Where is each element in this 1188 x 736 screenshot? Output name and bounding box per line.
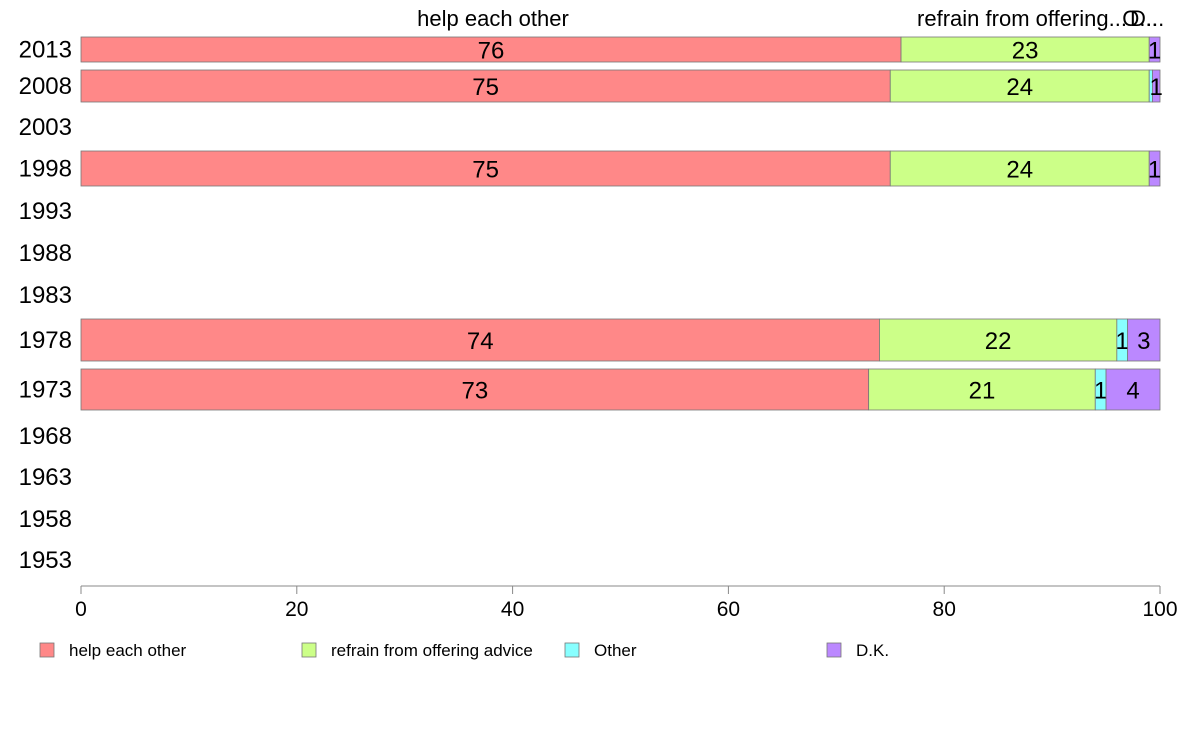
top-label-1: refrain from offering... bbox=[917, 6, 1127, 31]
top-label-2: O... bbox=[1122, 6, 1157, 31]
year-label-1993: 1993 bbox=[19, 198, 72, 225]
data-label-1973-0: 73 bbox=[461, 378, 488, 405]
data-label-1998-1: 24 bbox=[1006, 157, 1033, 184]
data-label-1973-3: 4 bbox=[1126, 378, 1139, 405]
data-label-2013-0: 76 bbox=[478, 38, 505, 65]
x-tick-label-100: 100 bbox=[1142, 598, 1177, 621]
year-label-1998: 1998 bbox=[19, 156, 72, 183]
data-label-2013-3: 1 bbox=[1148, 38, 1161, 65]
data-label-1973-1: 21 bbox=[969, 378, 996, 405]
year-label-1953: 1953 bbox=[19, 547, 72, 574]
data-label-1978-3: 3 bbox=[1137, 328, 1150, 355]
data-label-1973-2: 1 bbox=[1094, 378, 1107, 405]
data-label-2008-3: 1 bbox=[1150, 74, 1163, 101]
bar-1973-d-k- bbox=[1105, 368, 1161, 411]
data-label-1978-2: 1 bbox=[1116, 328, 1129, 355]
year-label-2008: 2008 bbox=[19, 73, 72, 100]
legend-label-2: Other bbox=[594, 641, 637, 660]
legend-label-3: D.K. bbox=[856, 641, 889, 660]
x-axis: 0 20 40 60 80 100 bbox=[75, 585, 1178, 621]
year-label-1963: 1963 bbox=[19, 464, 72, 491]
year-label-1958: 1958 bbox=[19, 506, 72, 533]
x-tick-label-60: 60 bbox=[717, 598, 740, 621]
bar-1978-refrain-from-offering-advice bbox=[879, 318, 1118, 362]
year-axis-labels: 2013 2008 2003 1998 1993 1988 1983 1978 1973 1968… bbox=[19, 37, 72, 575]
legend-label-0: help each other bbox=[69, 641, 187, 660]
legend-swatch-0 bbox=[39, 642, 55, 658]
x-tick-label-40: 40 bbox=[501, 598, 524, 621]
year-label-2013: 2013 bbox=[19, 37, 72, 64]
legend-swatch-2 bbox=[564, 642, 580, 658]
bar-1978-help-each-other bbox=[80, 318, 880, 362]
bars: 76 23 175 24 175 24 174 22 1 373 21 1 4 bbox=[80, 36, 1163, 411]
data-label-1998-0: 75 bbox=[472, 157, 499, 184]
bar-2008-help-each-other bbox=[80, 69, 891, 103]
data-label-2008-0: 75 bbox=[472, 74, 499, 101]
x-tick-label-80: 80 bbox=[933, 598, 956, 621]
bar-1998-d-k- bbox=[1148, 150, 1161, 187]
legend: help each other refrain from offering adv… bbox=[39, 641, 889, 660]
x-tick-label-20: 20 bbox=[285, 598, 308, 621]
legend-label-1: refrain from offering advice bbox=[331, 641, 533, 660]
legend-swatch-3 bbox=[826, 642, 842, 658]
bar-1978-d-k- bbox=[1127, 318, 1161, 362]
top-label-3: D... bbox=[1130, 6, 1164, 31]
bar-2008-d-k- bbox=[1152, 69, 1161, 103]
year-label-1968: 1968 bbox=[19, 423, 72, 450]
bar-2013-help-each-other bbox=[80, 36, 902, 63]
bar-2013-d-k- bbox=[1148, 36, 1161, 63]
year-label-1978: 1978 bbox=[19, 327, 72, 354]
bar-1973-help-each-other bbox=[80, 368, 870, 411]
data-label-1978-1: 22 bbox=[985, 328, 1012, 355]
bar-1973-refrain-from-offering-advice bbox=[868, 368, 1096, 411]
data-label-2008-1: 24 bbox=[1006, 74, 1033, 101]
year-label-1983: 1983 bbox=[19, 282, 72, 309]
top-label-0: help each other bbox=[417, 6, 569, 31]
bar-2013-refrain-from-offering-advice bbox=[900, 36, 1150, 63]
year-label-2003: 2003 bbox=[19, 114, 72, 141]
data-label-1998-3: 1 bbox=[1148, 157, 1161, 184]
data-label-1978-0: 74 bbox=[467, 328, 494, 355]
x-tick-label-0: 0 bbox=[75, 598, 87, 621]
legend-swatch-1 bbox=[301, 642, 317, 658]
year-label-1973: 1973 bbox=[19, 377, 72, 404]
year-label-1988: 1988 bbox=[19, 240, 72, 267]
bar-2008-refrain-from-offering-advice bbox=[889, 69, 1150, 103]
bar-1998-refrain-from-offering-advice bbox=[889, 150, 1150, 187]
data-label-2013-1: 23 bbox=[1012, 38, 1039, 65]
top-category-labels: help each other refrain from offering...O… bbox=[417, 6, 1164, 31]
